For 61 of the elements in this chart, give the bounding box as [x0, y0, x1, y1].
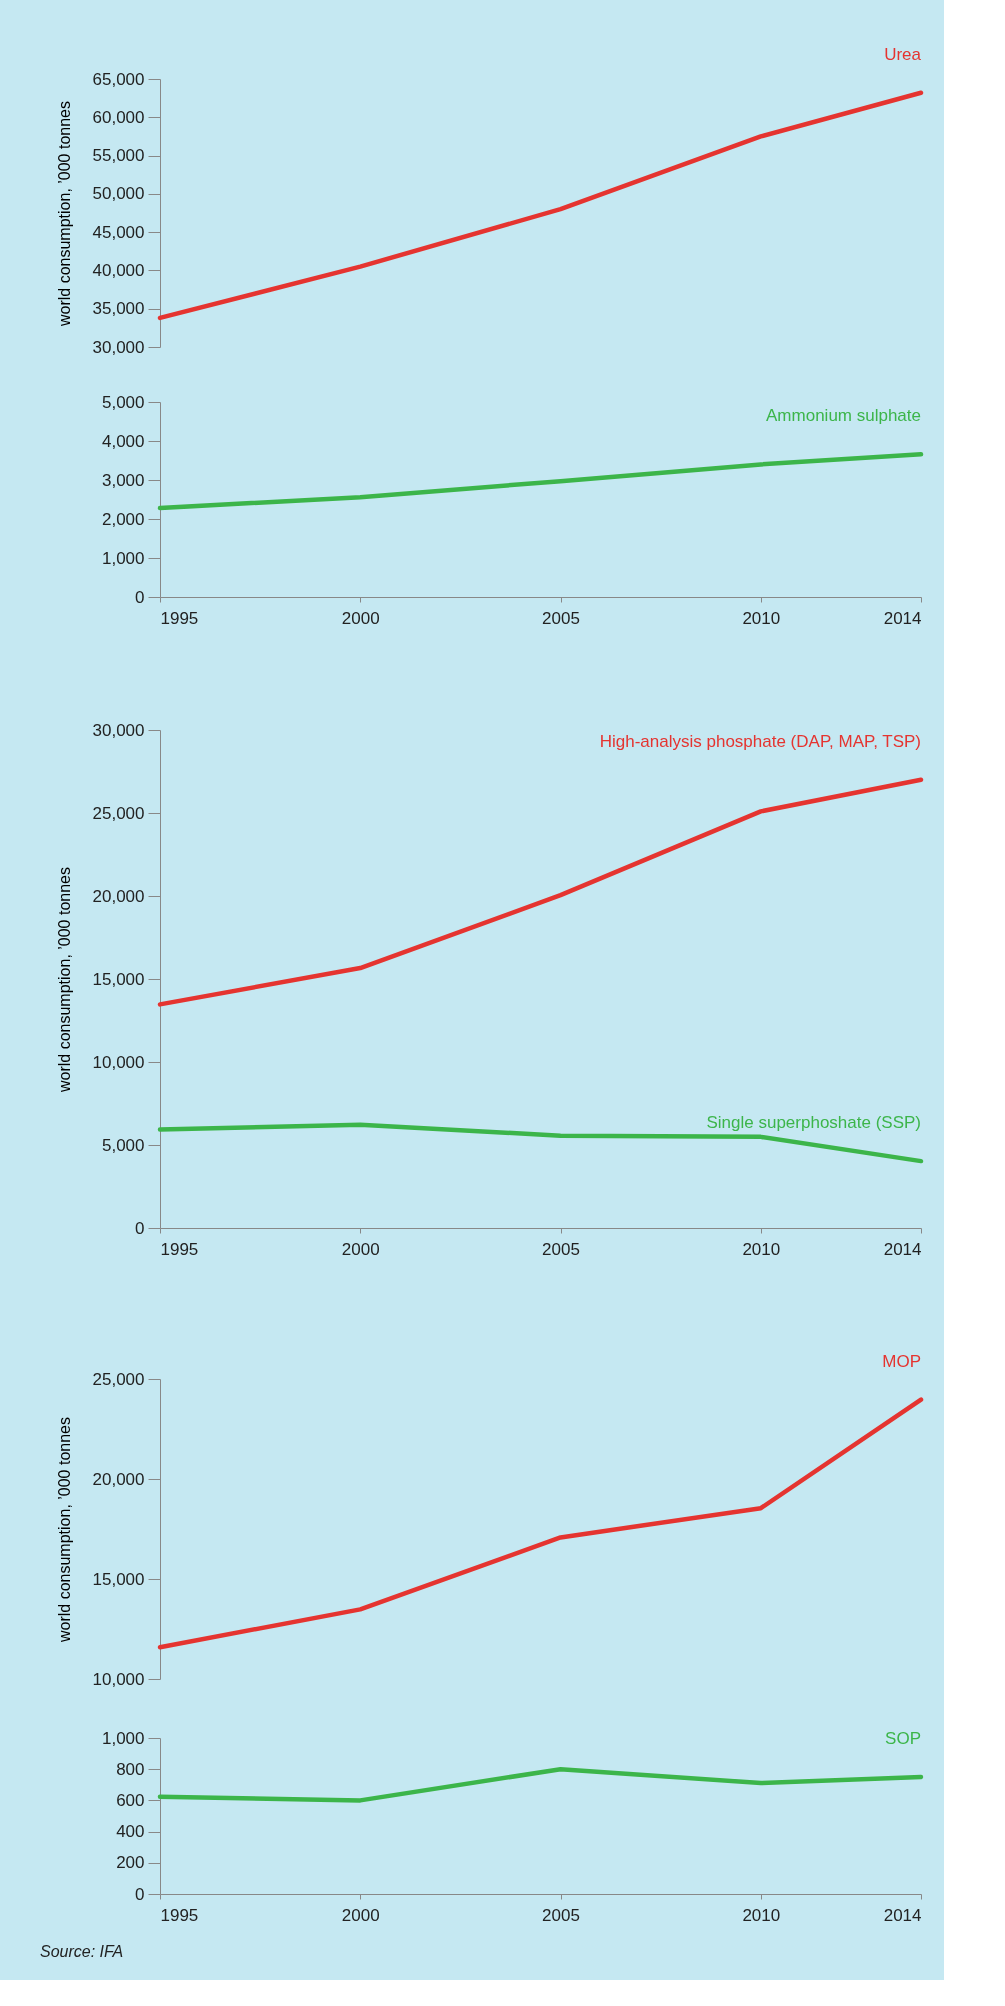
y-tick-label: 45,000: [92, 222, 145, 242]
y-tick-label: 30,000: [92, 720, 145, 740]
y-tick-label: 50,000: [92, 184, 145, 204]
line-series: [157, 90, 924, 321]
x-tick-label: 1995: [160, 1905, 199, 1925]
y-tick-label: 0: [135, 587, 145, 607]
x-tick-label: 2005: [542, 1239, 580, 1259]
y-tick-label: 20,000: [92, 1469, 145, 1489]
y-axis-title: world consumption, ’000 tonnes: [55, 100, 73, 328]
line-series: [157, 452, 924, 511]
y-axis-title: world consumption, ’000 tonnes: [55, 866, 73, 1094]
x-tick-label: 1995: [160, 1239, 199, 1259]
y-tick-label: 1,000: [101, 548, 145, 568]
y-tick-label: 30,000: [92, 337, 145, 357]
y-tick-label: 25,000: [92, 1369, 145, 1389]
x-tick-label: 1995: [160, 608, 199, 628]
series-label: Urea: [884, 44, 922, 64]
x-tick-label: 2014: [883, 1239, 922, 1259]
x-tick-label: 2005: [542, 608, 580, 628]
y-tick-label: 15,000: [92, 969, 145, 989]
x-tick-label: 2005: [542, 1905, 580, 1925]
y-tick-label: 3,000: [101, 470, 145, 490]
y-tick-label: 600: [116, 1790, 145, 1810]
x-tick-label: 2000: [341, 608, 380, 628]
y-tick-label: 10,000: [92, 1669, 145, 1689]
y-tick-label: 4,000: [101, 431, 145, 451]
series-label: SOP: [885, 1729, 921, 1748]
y-tick-label: 10,000: [92, 1052, 145, 1072]
series-label: MOP: [882, 1351, 921, 1371]
line-series: [157, 1397, 924, 1650]
x-tick-label: 2000: [341, 1239, 380, 1259]
line-series: [157, 1766, 924, 1803]
y-tick-label: 0: [135, 1218, 145, 1238]
y-tick-label: 40,000: [92, 260, 145, 280]
x-tick-label: 2010: [742, 608, 781, 628]
y-tick-label: 25,000: [92, 803, 145, 823]
series-label: Single superphoshate (SSP): [706, 1113, 921, 1133]
series-label: Ammonium sulphate: [766, 406, 921, 426]
y-tick-label: 35,000: [92, 299, 145, 319]
y-tick-label: 5,000: [101, 1135, 145, 1155]
y-tick-label: 15,000: [92, 1569, 145, 1589]
line-series: [157, 777, 924, 1007]
x-tick-label: 2010: [742, 1239, 781, 1259]
x-tick-label: 2000: [341, 1905, 380, 1925]
y-tick-label: 1,000: [101, 1728, 145, 1748]
y-axis-title: world consumption, ’000 tonnes: [55, 1416, 73, 1644]
y-tick-label: 800: [116, 1759, 145, 1779]
y-tick-label: 55,000: [92, 146, 145, 166]
y-tick-label: 2,000: [101, 509, 145, 529]
source-note: Source: IFA: [40, 1943, 124, 1960]
series-label: High-analysis phosphate (DAP, MAP, TSP): [599, 731, 921, 751]
y-tick-label: 0: [135, 1884, 145, 1904]
y-tick-label: 20,000: [92, 886, 145, 906]
x-tick-label: 2010: [742, 1905, 781, 1925]
y-tick-label: 65,000: [92, 69, 145, 89]
x-tick-label: 2014: [883, 1905, 922, 1925]
y-tick-label: 60,000: [92, 107, 145, 127]
x-tick-label: 2014: [883, 608, 922, 628]
y-tick-label: 5,000: [101, 392, 145, 412]
y-tick-label: 200: [116, 1853, 145, 1873]
y-tick-label: 400: [116, 1822, 145, 1842]
